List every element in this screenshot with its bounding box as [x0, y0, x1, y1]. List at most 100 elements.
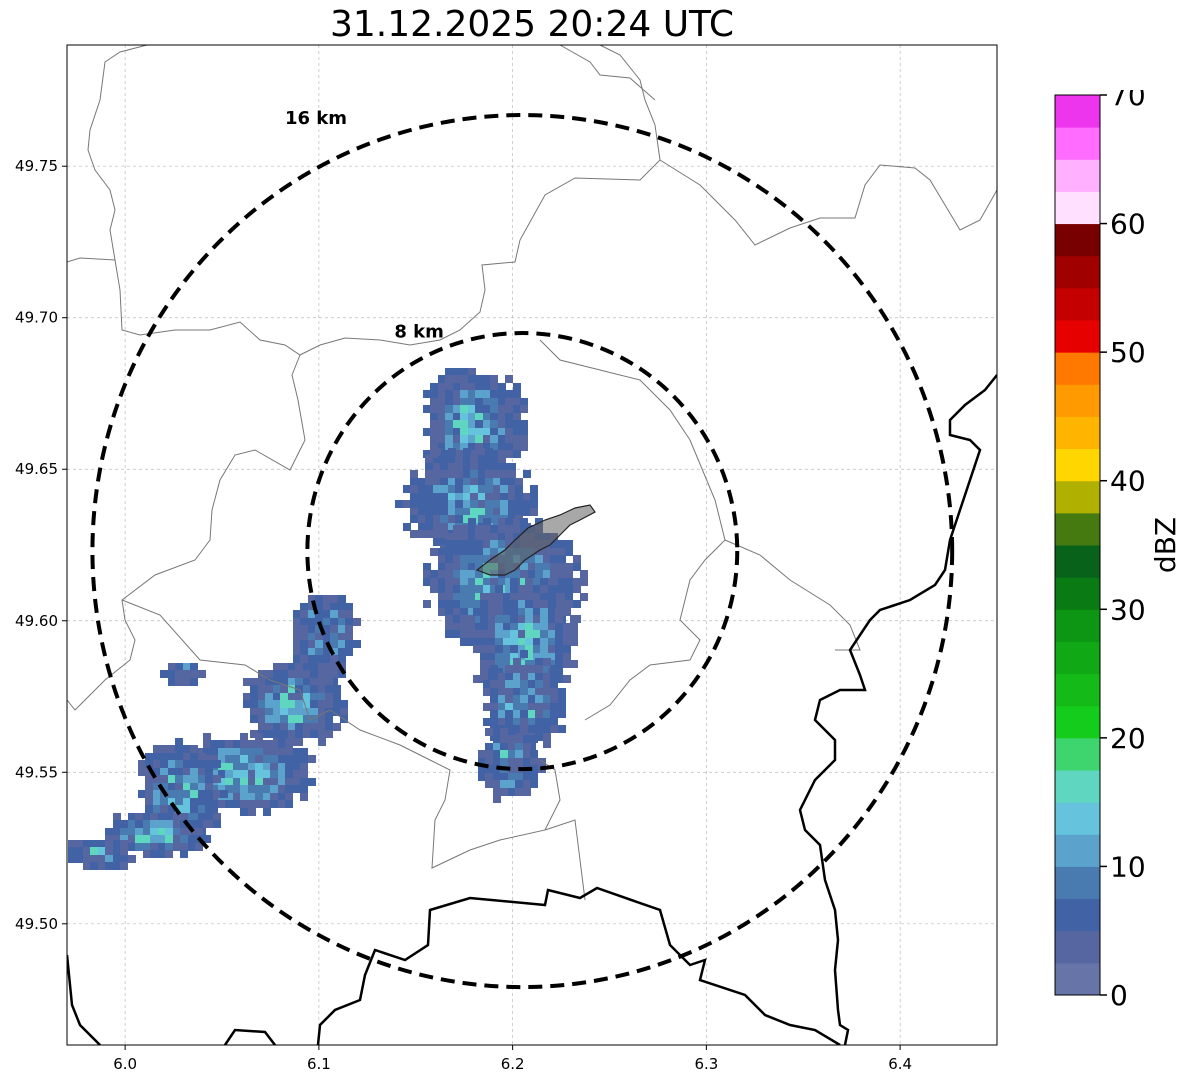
echo-cell: [510, 623, 518, 631]
echo-cell: [300, 655, 308, 663]
echo-cell: [558, 578, 566, 586]
echo-cell: [558, 695, 566, 703]
echo-cell: [495, 660, 503, 668]
echo-cell: [83, 855, 91, 863]
echo-cell: [500, 788, 508, 796]
echo-cell: [445, 435, 453, 443]
echo-cell: [203, 748, 211, 756]
echo-cell: [508, 780, 516, 788]
echo-cell: [325, 715, 333, 723]
echo-cell: [498, 383, 506, 391]
echo-cell: [478, 455, 486, 463]
echo-cell: [505, 420, 513, 428]
echo-cell: [520, 725, 528, 733]
echo-cell: [210, 800, 218, 808]
echo-cell: [310, 693, 318, 701]
echo-cell: [523, 788, 531, 796]
echo-cell: [468, 548, 476, 556]
echo-cell: [468, 585, 476, 593]
echo-cell: [510, 608, 518, 616]
echo-cell: [430, 398, 438, 406]
map-title: 31.12.2025 20:24 UTC: [329, 4, 735, 45]
echo-cell: [90, 862, 98, 870]
colorbar-cell: [1055, 705, 1100, 739]
echo-cell: [500, 485, 508, 493]
echo-cell: [505, 718, 513, 726]
echo-cell: [453, 563, 461, 571]
echo-cell: [530, 780, 538, 788]
echo-cell: [460, 540, 468, 548]
echo-cell: [315, 610, 323, 618]
echo-cell: [468, 540, 476, 548]
echo-cell: [475, 623, 483, 631]
echo-cell: [513, 703, 521, 711]
echo-cell: [483, 540, 491, 548]
echo-cell: [293, 610, 301, 618]
echo-cell: [563, 608, 571, 616]
echo-cell: [550, 680, 558, 688]
echo-cell: [273, 708, 281, 716]
echo-cell: [153, 760, 161, 768]
echo-cell: [338, 670, 346, 678]
echo-cell: [508, 500, 516, 508]
echo-cell: [550, 703, 558, 711]
echo-cell: [515, 758, 523, 766]
echo-cell: [135, 835, 143, 843]
echo-cell: [535, 733, 543, 741]
echo-cell: [550, 540, 558, 548]
echo-cell: [535, 563, 543, 571]
echo-cell: [433, 538, 441, 546]
echo-cell: [480, 675, 488, 683]
echo-cell: [460, 428, 468, 436]
echo-cell: [300, 633, 308, 641]
echo-cell: [288, 685, 296, 693]
echo-cell: [430, 435, 438, 443]
country-border: [316, 886, 841, 1045]
echo-cell: [505, 578, 513, 586]
echo-cell: [263, 793, 271, 801]
echo-cell: [490, 710, 498, 718]
admin-borders: [67, 45, 997, 1045]
echo-cell: [445, 585, 453, 593]
echo-cell: [68, 840, 76, 848]
echo-cell: [203, 740, 211, 748]
echo-cell: [498, 405, 506, 413]
echo-cell: [528, 680, 536, 688]
echo-cell: [468, 630, 476, 638]
echo-cell: [300, 648, 308, 656]
echo-cell: [303, 723, 311, 731]
echo-cell: [270, 778, 278, 786]
echo-cell: [495, 593, 503, 601]
echo-cell: [448, 493, 456, 501]
echo-cell: [440, 455, 448, 463]
echo-cell: [150, 813, 158, 821]
echo-cell: [138, 768, 146, 776]
echo-cell: [165, 828, 173, 836]
echo-cell: [318, 693, 326, 701]
echo-cell: [205, 760, 213, 768]
echo-cell: [250, 715, 258, 723]
echo-cell: [555, 623, 563, 631]
colorbar-tick-label: 0: [1110, 979, 1128, 1010]
echo-cell: [258, 678, 266, 686]
echo-cell: [315, 655, 323, 663]
echo-cell: [515, 485, 523, 493]
echo-cell: [548, 615, 556, 623]
echo-cell: [425, 485, 433, 493]
echo-cell: [565, 540, 573, 548]
radar-map[interactable]: 16 km 8 km 6.0 6.1 6.2 6.3 6.4 49.75 49.70 49.6…: [0, 0, 1040, 1084]
echo-cell: [438, 405, 446, 413]
echo-cell: [293, 770, 301, 778]
echo-cell: [273, 670, 281, 678]
echo-cell: [195, 748, 203, 756]
echo-cell: [478, 758, 486, 766]
echo-cell: [498, 578, 506, 586]
echo-cell: [513, 420, 521, 428]
echo-cell: [265, 670, 273, 678]
echo-cell: [330, 670, 338, 678]
echo-cell: [278, 793, 286, 801]
echo-cell: [520, 578, 528, 586]
echo-cell: [445, 623, 453, 631]
echo-cell: [470, 508, 478, 516]
echo-cell: [453, 368, 461, 376]
